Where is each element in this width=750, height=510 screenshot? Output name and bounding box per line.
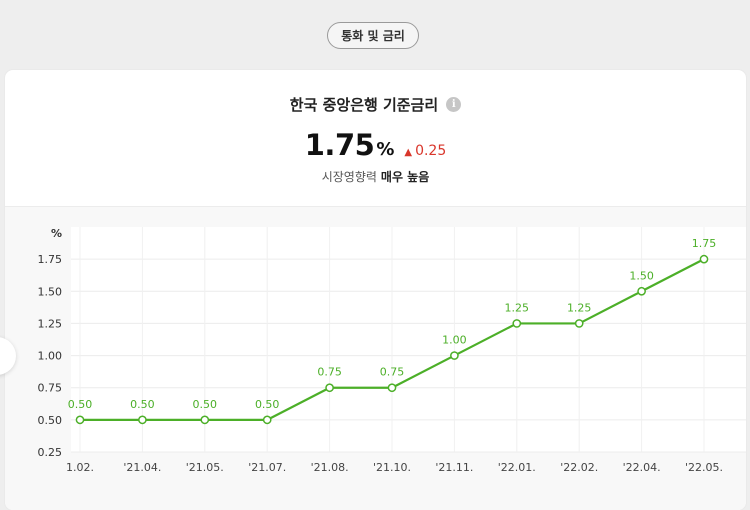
- data-label: 1.25: [567, 301, 592, 314]
- y-tick-label: 0.50: [38, 414, 63, 427]
- triangle-up-icon: ▲: [404, 147, 413, 158]
- card-title: 한국 중앙은행 기준금리: [289, 95, 439, 114]
- x-tick-label: '21.04.: [123, 461, 161, 474]
- data-label: 0.50: [193, 398, 218, 411]
- data-label: 1.50: [629, 269, 654, 282]
- x-tick-label: 1.02.: [66, 461, 94, 474]
- data-point: [262, 415, 272, 425]
- influence-value: 매우 높음: [380, 170, 430, 184]
- category-pill-button[interactable]: 통화 및 금리: [327, 22, 419, 49]
- x-tick-label: '21.05.: [186, 461, 224, 474]
- header-divider: [5, 206, 746, 207]
- data-point: [574, 319, 584, 328]
- data-point: [325, 383, 334, 393]
- carousel-prev-handle[interactable]: [0, 337, 16, 375]
- data-label: 0.75: [317, 366, 342, 379]
- data-label: 1.25: [505, 301, 530, 314]
- data-point: [450, 351, 459, 360]
- x-tick-label: '22.02.: [560, 461, 598, 474]
- x-tick-label: '21.07.: [248, 461, 286, 474]
- data-point: [138, 415, 147, 425]
- data-point: [699, 254, 709, 264]
- rate-line-chart: 0.25 0.50 0.75 1.00 1.25 1.50 1.75% 1.02. '21.04…: [38, 227, 746, 474]
- x-tick-label: '22.01.: [498, 461, 536, 474]
- y-tick-label: 0.25: [38, 446, 63, 459]
- x-tick-label: '21.10.: [373, 461, 411, 474]
- y-tick-label: 1.50: [38, 285, 63, 298]
- chart-area: 0.25 0.50 0.75 1.00 1.25 1.50 1.75% 1.02. '21.04…: [5, 207, 746, 510]
- data-label: 1.75: [692, 237, 717, 250]
- data-label: 0.50: [255, 398, 280, 411]
- data-label: 0.50: [68, 398, 93, 411]
- value-row: 1.75 % ▲ 0.25: [5, 128, 746, 162]
- current-rate-value: 1.75: [304, 128, 375, 162]
- card-header: 한국 중앙은행 기준금리 i 1.75 % ▲ 0.25 시장영향력 매우 높음: [5, 70, 746, 206]
- rate-unit: %: [376, 139, 395, 160]
- x-tick-label: '22.04.: [623, 461, 661, 474]
- x-tick-label: '21.08.: [311, 461, 349, 474]
- y-tick-label: 1.00: [38, 350, 63, 363]
- data-point: [200, 415, 210, 425]
- data-label: 0.50: [130, 398, 155, 411]
- data-label: 1.00: [442, 334, 467, 347]
- plot-background: [71, 227, 746, 452]
- x-tick-label: '22.05.: [685, 461, 723, 474]
- data-label: 0.75: [380, 366, 405, 379]
- y-tick-label: 1.25: [38, 317, 63, 330]
- data-point: [75, 415, 85, 425]
- y-tick-label: 0.75: [38, 382, 63, 395]
- y-tick-label: 1.75: [38, 253, 63, 266]
- info-icon[interactable]: i: [446, 96, 462, 112]
- x-tick-label: '21.11.: [435, 461, 473, 474]
- data-point: [637, 286, 646, 296]
- influence-label: 시장영향력: [321, 170, 377, 184]
- rate-card: 한국 중앙은행 기준금리 i 1.75 % ▲ 0.25 시장영향력 매우 높음…: [5, 70, 746, 510]
- data-point: [512, 319, 522, 328]
- rate-change: ▲ 0.25: [404, 143, 446, 159]
- title-row: 한국 중앙은행 기준금리 i: [5, 94, 746, 114]
- y-axis-label: %: [51, 227, 62, 240]
- data-point: [387, 383, 397, 393]
- rate-change-value: 0.25: [415, 143, 447, 159]
- influence-row: 시장영향력 매우 높음: [5, 168, 746, 186]
